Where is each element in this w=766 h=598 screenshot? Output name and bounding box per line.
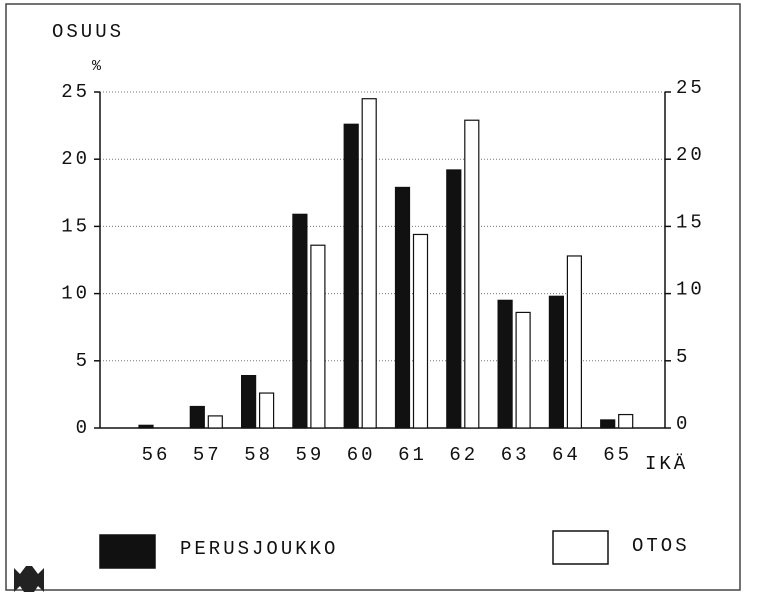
y-tick-label: 15 bbox=[61, 215, 90, 237]
x-tick-label: 63 bbox=[501, 444, 530, 466]
bar bbox=[189, 405, 205, 429]
bar bbox=[548, 295, 565, 429]
bar bbox=[361, 98, 377, 429]
bar bbox=[497, 299, 513, 429]
x-tick-label: 57 bbox=[193, 444, 222, 466]
x-tick-label: 59 bbox=[295, 444, 324, 466]
y-tick-label: 0 bbox=[76, 417, 90, 439]
y2-tick-label: 25 bbox=[676, 77, 705, 99]
bar bbox=[207, 415, 223, 429]
y2-tick-label: 5 bbox=[676, 346, 690, 368]
x-tick-label: 61 bbox=[398, 444, 427, 466]
bar bbox=[259, 392, 275, 429]
legend-swatch bbox=[99, 534, 156, 569]
x-tick-label: 60 bbox=[347, 444, 376, 466]
legend-label: OTOS bbox=[632, 535, 690, 557]
y-tick-label: 10 bbox=[61, 283, 90, 305]
y2-tick-label: 0 bbox=[676, 413, 690, 435]
x-tick-label: 65 bbox=[603, 444, 632, 466]
bar bbox=[310, 244, 326, 429]
y-unit: % bbox=[92, 58, 104, 75]
frame bbox=[5, 3, 741, 591]
bar bbox=[412, 233, 429, 429]
legend-swatch bbox=[552, 530, 609, 565]
bar bbox=[241, 374, 257, 429]
x-axis-label: IKÄ bbox=[645, 453, 688, 475]
y-tick-label: 25 bbox=[61, 81, 90, 103]
x-tick-label: 58 bbox=[244, 444, 273, 466]
bar bbox=[600, 419, 616, 429]
bar bbox=[292, 213, 308, 429]
y-tick-label: 20 bbox=[61, 148, 90, 170]
bar bbox=[446, 169, 462, 429]
legend-label: PERUSJOUKKO bbox=[180, 538, 338, 560]
bar bbox=[138, 424, 154, 429]
y2-tick-label: 10 bbox=[676, 279, 705, 301]
y2-tick-label: 15 bbox=[676, 211, 705, 233]
bar bbox=[515, 311, 531, 429]
bar bbox=[394, 186, 411, 429]
bar bbox=[618, 413, 634, 429]
bar bbox=[566, 255, 583, 429]
x-tick-label: 62 bbox=[449, 444, 478, 466]
bar bbox=[343, 123, 359, 429]
logo bbox=[14, 566, 44, 592]
y2-tick-label: 20 bbox=[676, 144, 705, 166]
bar bbox=[464, 119, 480, 429]
x-tick-label: 56 bbox=[142, 444, 171, 466]
y-tick-label: 5 bbox=[76, 350, 90, 372]
y-axis-label: OSUUS bbox=[52, 21, 124, 43]
x-tick-label: 64 bbox=[552, 444, 581, 466]
